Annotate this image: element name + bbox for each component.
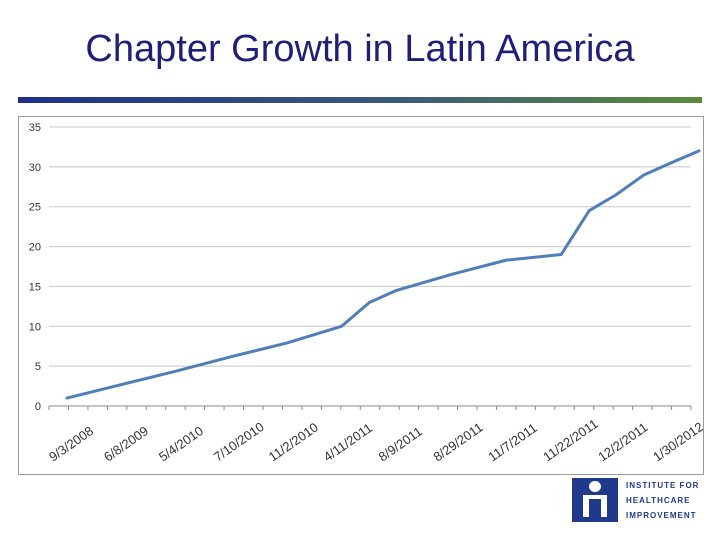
series-point	[120, 383, 124, 386]
logo-line-3: Improvement	[626, 511, 697, 520]
series-point	[395, 289, 398, 292]
series-point	[65, 396, 69, 400]
series-point	[669, 161, 673, 165]
line-chart: 0 5 10 15 20 25 30 35 9/3/2008 6/8/2009 5/4/2010 7/…	[18, 116, 704, 475]
series-point	[642, 173, 646, 177]
series-point	[504, 258, 508, 262]
x-tick-label: 8/29/2011	[430, 420, 485, 465]
x-tick-label: 8/9/2011	[376, 424, 425, 465]
x-tick-label: 7/10/2010	[211, 419, 267, 464]
series-point	[340, 324, 343, 328]
y-tick-label: 30	[29, 162, 41, 174]
x-tick-label: 11/22/2011	[540, 416, 600, 465]
y-tick-label: 5	[35, 361, 41, 373]
y-tick-label: 20	[29, 242, 41, 254]
logo-line-1: Institute for	[626, 481, 700, 490]
title-divider	[18, 97, 702, 103]
x-tick-label: 12/2/2011	[595, 420, 650, 465]
y-tick-label: 10	[29, 321, 41, 333]
y-tick-label: 35	[29, 122, 41, 134]
x-tick-label: 6/8/2009	[101, 423, 151, 464]
series-point	[175, 369, 179, 373]
series-point	[587, 209, 591, 213]
ihi-logo-text: Institute for Healthcare Improvement	[626, 478, 699, 523]
x-tick-label: 11/7/2011	[485, 420, 539, 464]
y-tick-label: 0	[35, 401, 41, 413]
series-point	[449, 273, 453, 276]
series-point	[368, 300, 371, 304]
series-point	[285, 341, 289, 345]
y-tick-label: 25	[29, 202, 41, 214]
series-point	[697, 149, 701, 153]
x-tick-label: 9/3/2008	[46, 423, 96, 464]
x-tick-label: 5/4/2010	[156, 423, 206, 464]
chart-canvas: 0 5 10 15 20 25 30 35 9/3/2008 6/8/2009 5/4/2010 7/…	[29, 122, 703, 465]
slide-title: Chapter Growth in Latin America	[85, 28, 635, 70]
ihi-logo: Institute for Healthcare Improvement	[572, 478, 702, 526]
x-tick-label: 1/30/2012	[650, 419, 703, 464]
y-tick-label: 15	[29, 281, 41, 293]
series-point	[559, 253, 563, 256]
series-point	[230, 355, 234, 358]
logo-line-2: Healthcare	[626, 496, 691, 505]
series-line	[65, 149, 701, 400]
x-tick-label: 11/2/2010	[266, 420, 321, 465]
x-tick-label: 4/11/2011	[321, 420, 375, 464]
series-point	[614, 193, 618, 197]
ihi-logo-mark	[572, 478, 618, 522]
